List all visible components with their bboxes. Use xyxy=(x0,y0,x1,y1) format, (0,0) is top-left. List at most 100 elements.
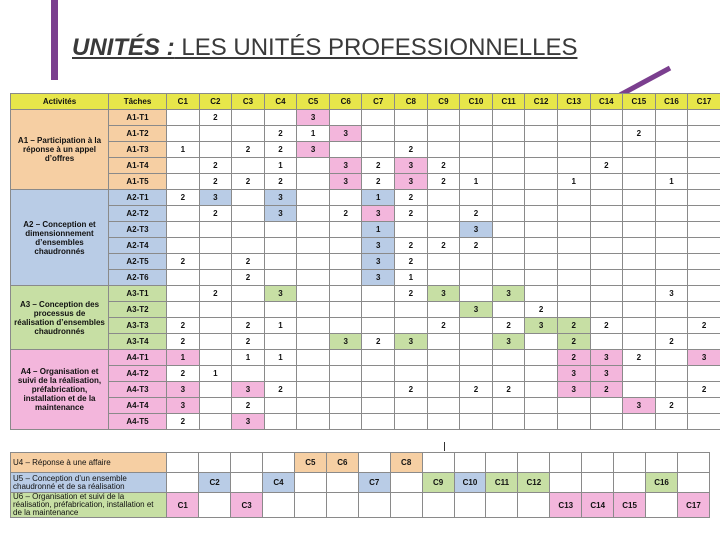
cell-value: 2 xyxy=(166,413,200,430)
cell-value xyxy=(198,333,233,350)
column-header: C2 xyxy=(198,93,233,110)
cell-value xyxy=(589,413,624,430)
unit-competency xyxy=(293,472,327,493)
cell-value: 2 xyxy=(263,173,298,190)
cell-value xyxy=(426,333,461,350)
cell-value xyxy=(491,365,526,382)
cell-value: 1 xyxy=(556,173,591,190)
cell-value: 3 xyxy=(491,285,526,302)
cell-value xyxy=(687,189,720,206)
unit-row: U6 – Organisation et suivi de la réalisa… xyxy=(9,492,710,518)
unit-competency xyxy=(421,492,455,518)
cell-value xyxy=(556,285,591,302)
accent-bar xyxy=(51,0,58,80)
task-label: A1-T2 xyxy=(108,125,167,142)
cell-value xyxy=(556,413,591,430)
units-table: U4 – Réponse à une affaire C5 C6 C8 U5 – Con… xyxy=(9,452,710,518)
cell-value: 2 xyxy=(328,205,363,222)
cell-value xyxy=(198,317,233,334)
cell-value: 1 xyxy=(296,125,330,142)
cell-value: 1 xyxy=(231,349,265,366)
cell-value: 2 xyxy=(198,205,233,222)
cell-value xyxy=(622,253,656,270)
cell-value xyxy=(589,221,624,238)
cell-value: 2 xyxy=(361,173,396,190)
cell-value xyxy=(654,189,689,206)
cell-value xyxy=(622,189,656,206)
cell-value xyxy=(296,301,330,318)
table-row: A1-T4 2 1 3 2 3 2 2 xyxy=(11,157,720,174)
task-label: A2-T6 xyxy=(108,269,167,286)
unit-competency: C8 xyxy=(389,452,423,473)
unit-competency xyxy=(389,492,423,518)
unit-competency xyxy=(549,472,583,493)
cell-value: 2 xyxy=(556,317,591,334)
cell-value xyxy=(394,349,428,366)
cell-value xyxy=(556,253,591,270)
cell-value xyxy=(556,125,591,142)
cell-value: 1 xyxy=(263,349,298,366)
column-header: C6 xyxy=(328,93,363,110)
cell-value: 3 xyxy=(198,189,233,206)
unit-competency xyxy=(453,452,487,473)
cell-value: 2 xyxy=(654,397,689,414)
activity-label: A4 – Organisation et suivi de la réalisa… xyxy=(10,349,109,430)
table-row: A3-T4 2 2 3 2 3 3 2 2 xyxy=(11,333,720,350)
cell-value xyxy=(296,285,330,302)
cell-value xyxy=(426,301,461,318)
cell-value xyxy=(687,285,720,302)
cell-value xyxy=(622,221,656,238)
unit-row: U4 – Réponse à une affaire C5 C6 C8 xyxy=(9,452,710,473)
cell-value xyxy=(654,109,689,126)
cell-value xyxy=(296,189,330,206)
cell-value xyxy=(394,221,428,238)
cell-value: 2 xyxy=(654,333,689,350)
cell-value xyxy=(361,381,396,398)
unit-competency: C14 xyxy=(581,492,615,518)
cell-value: 2 xyxy=(231,397,265,414)
cell-value xyxy=(459,349,493,366)
table-row: A2-T5 2 2 3 2 xyxy=(11,253,720,270)
cell-value xyxy=(556,205,591,222)
cell-value xyxy=(231,157,265,174)
cell-value: 2 xyxy=(459,381,493,398)
unit-competency xyxy=(166,452,200,473)
cell-value: 2 xyxy=(231,253,265,270)
table-row: A4-T4 3 2 3 2 xyxy=(11,397,720,414)
cell-value xyxy=(654,125,689,142)
unit-competency xyxy=(677,452,710,473)
cell-value: 2 xyxy=(198,285,233,302)
unit-competency xyxy=(453,492,487,518)
cell-value xyxy=(524,125,558,142)
cell-value xyxy=(687,365,720,382)
cell-value xyxy=(687,333,720,350)
cell-value: 2 xyxy=(231,173,265,190)
cell-value: 1 xyxy=(263,317,298,334)
cell-value xyxy=(622,269,656,286)
cell-value: 2 xyxy=(491,317,526,334)
activity-label: A3 – Conception des processus de réalisa… xyxy=(10,285,109,350)
cell-value: 3 xyxy=(394,333,428,350)
cell-value xyxy=(361,125,396,142)
column-header: C8 xyxy=(394,93,428,110)
table-row: A1-T5 2 2 2 3 2 3 2 1 1 1 xyxy=(11,173,720,190)
cell-value xyxy=(589,301,624,318)
table-row: A4-T3 3 3 2 2 2 2 3 2 2 xyxy=(11,381,720,398)
cell-value xyxy=(687,221,720,238)
cell-value xyxy=(328,269,363,286)
table-row: A2-T4 3 2 2 2 xyxy=(11,237,720,254)
cell-value: 3 xyxy=(687,349,720,366)
cell-value xyxy=(361,317,396,334)
cell-value: 2 xyxy=(426,317,461,334)
cell-value xyxy=(654,413,689,430)
cell-value xyxy=(426,365,461,382)
cell-value xyxy=(556,397,591,414)
unit-competency xyxy=(166,472,200,493)
cell-value: 3 xyxy=(394,173,428,190)
column-header: Activités xyxy=(10,93,109,110)
cell-value xyxy=(328,109,363,126)
cell-value: 3 xyxy=(328,125,363,142)
cell-value xyxy=(524,333,558,350)
cell-value: 1 xyxy=(654,173,689,190)
cell-value xyxy=(328,413,363,430)
